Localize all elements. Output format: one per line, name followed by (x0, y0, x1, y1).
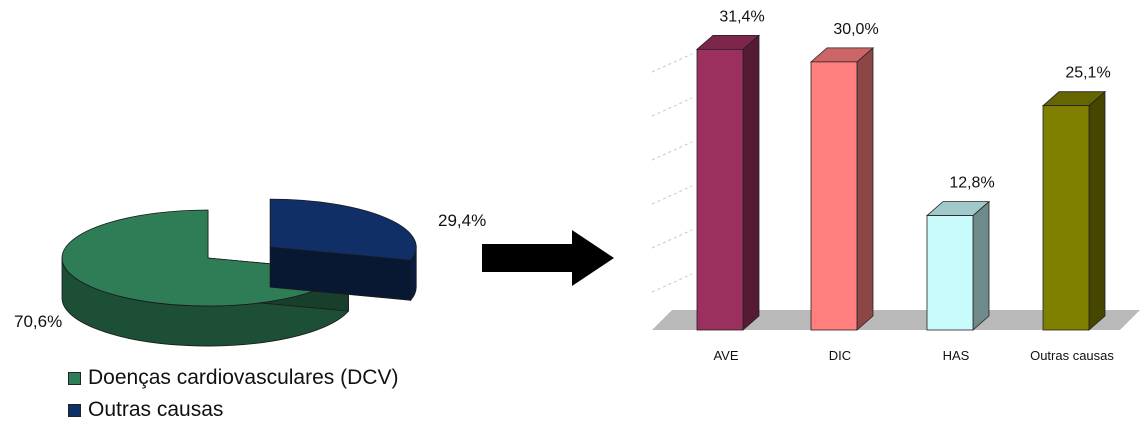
bar-value-label-outras-causas: 25,1% (1065, 65, 1110, 82)
grid-line (651, 97, 693, 117)
right-arrow-icon (482, 230, 614, 286)
legend-label-outras-causas: Outras causas (88, 398, 224, 421)
bar-has (926, 215, 974, 331)
grid-line (651, 273, 693, 293)
legend-swatch-outras-causas (68, 403, 81, 417)
bar-value-label-ave: 31,4% (719, 8, 764, 25)
bar-value-label-dic: 30,0% (833, 21, 878, 38)
bar-side-has (972, 200, 990, 331)
chart-floor (652, 310, 1140, 330)
pie-slice-outras-causas (269, 198, 417, 261)
pie-chart: 70,6% 29,4% (14, 198, 486, 347)
bar-side-ave (742, 34, 760, 331)
bar-value-label-has: 12,8% (949, 175, 994, 192)
arrow-shape (482, 230, 614, 286)
pie-label-outras-causas: 29,4% (438, 211, 486, 230)
bar-category-label-ave: AVE (713, 348, 738, 363)
bar-side-outras-causas (1088, 90, 1106, 331)
bar-ave (696, 48, 744, 331)
bar-dic (810, 61, 858, 331)
bar-outras-causas (1042, 105, 1090, 331)
bar-side-dic (856, 46, 874, 331)
grid-line (651, 229, 693, 249)
legend-swatch-dcv (68, 371, 81, 385)
bar-category-label-has: HAS (943, 348, 970, 363)
bar-category-label-outras-causas: Outras causas (1030, 348, 1114, 363)
legend-item-outras-causas: Outras causas (68, 394, 398, 426)
legend-item-dcv: Doenças cardiovasculares (DCV) (68, 362, 398, 394)
bar-chart: 31,4% AVE 30,0% DIC 12,8% HAS 25,1% Outras caus… (651, 8, 1140, 363)
grid-line (651, 185, 693, 205)
grid-line (651, 141, 693, 161)
legend-label-dcv: Doenças cardiovasculares (DCV) (88, 366, 399, 389)
bar-category-label-dic: DIC (829, 348, 851, 363)
grid-line (651, 53, 693, 73)
pie-legend: Doenças cardiovasculares (DCV) Outras ca… (68, 362, 398, 426)
pie-label-doencas-cardiovasculares-dcv: 70,6% (14, 312, 62, 331)
